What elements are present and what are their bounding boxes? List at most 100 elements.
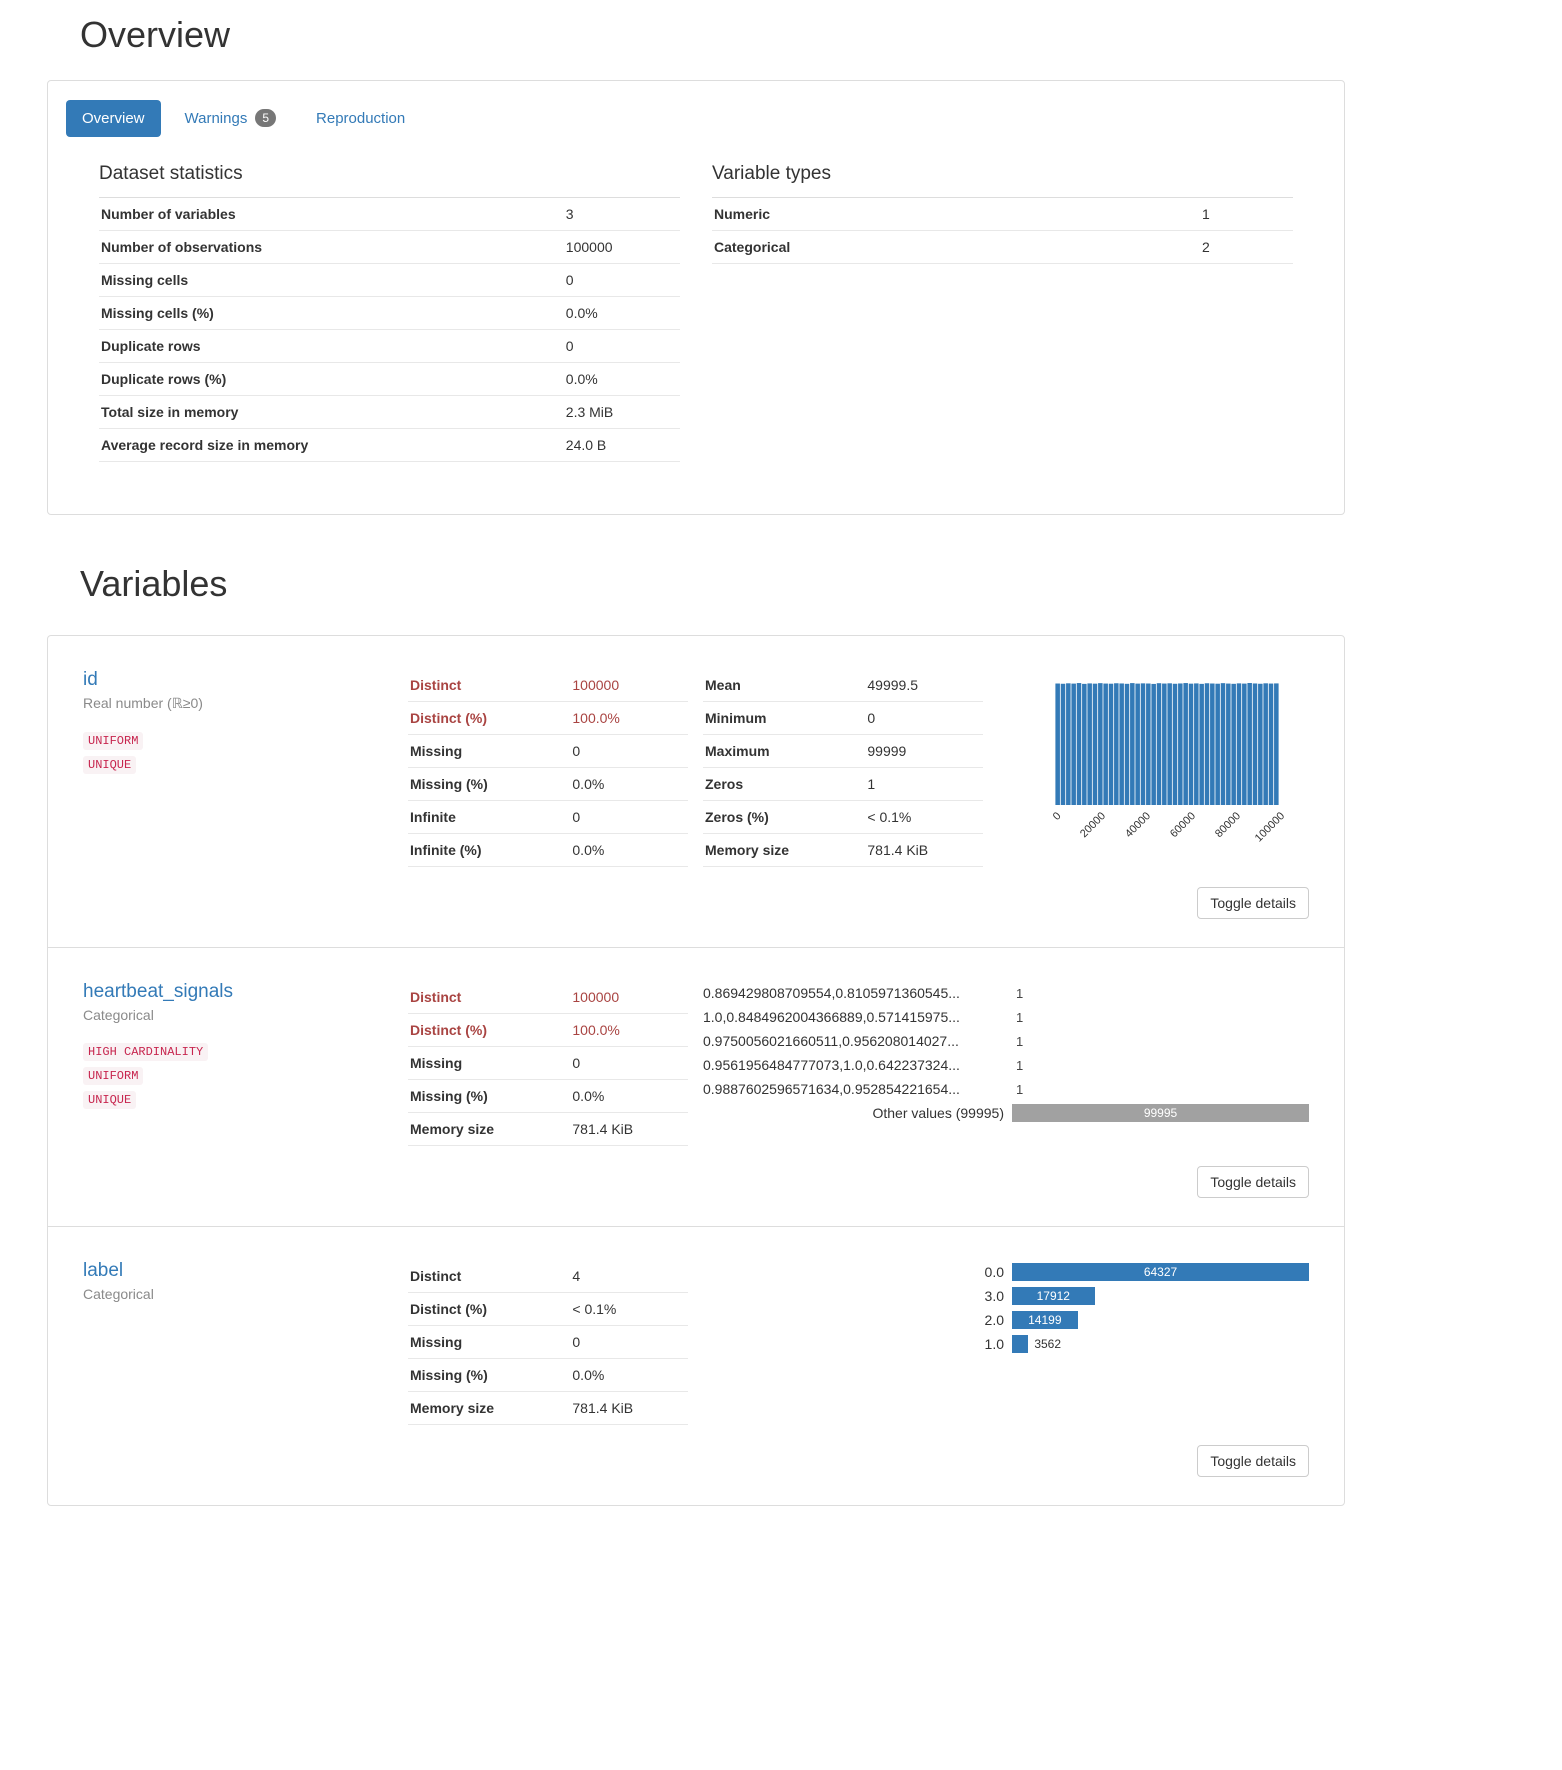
variable-type-label: Categorical <box>83 1286 154 1302</box>
category-row: 1.0 3562 <box>703 1332 1309 1356</box>
stat-value: 2 <box>1200 230 1293 264</box>
table-row: Duplicate rows 0 <box>99 329 680 363</box>
variable-stats-table-right: Mean 49999.5 Minimum 0 Maximum 99999 Zeros 1… <box>703 669 1008 867</box>
frequency-row-other-values: Other values (99995) 99995 <box>703 1101 1309 1125</box>
category-frequency-plot: 0.0 64327 3.0 17912 <box>703 1260 1309 1425</box>
stat-value: 0 <box>570 734 688 768</box>
stat-value: 3 <box>563 198 680 231</box>
x-axis-tick-label: 80000 <box>1212 810 1243 841</box>
table-row: Infinite (%) 0.0% <box>408 833 688 867</box>
stat-label: Distinct <box>408 1260 571 1293</box>
stat-label: Infinite <box>408 800 571 834</box>
frequency-value: 0.9887602596571634,0.952854221654... <box>703 1081 960 1097</box>
badge-uniform: UNIFORM <box>83 732 144 750</box>
table-row: Distinct (%) 100.0% <box>408 1013 688 1047</box>
table-row: Number of observations 100000 <box>99 230 680 264</box>
stat-value: 1 <box>1200 198 1293 231</box>
frequency-table: 0.869429808709554,0.8105971360545... 1 1… <box>703 981 1309 1146</box>
stat-value: 2.3 MiB <box>563 395 680 429</box>
stat-value: 99999 <box>865 734 983 768</box>
stat-value: 0.0% <box>570 1079 688 1113</box>
table-row: Missing (%) 0.0% <box>408 1079 688 1113</box>
variable-stats-table-left: Distinct 4 Distinct (%) < 0.1% Missing 0 Mi… <box>408 1260 698 1425</box>
category-bar: 14199 <box>1012 1311 1078 1329</box>
stat-label: Mean <box>703 669 866 702</box>
category-bar: 17912 <box>1012 1287 1095 1305</box>
stat-value: 0 <box>563 263 680 297</box>
stat-label: Missing (%) <box>408 1079 571 1113</box>
badge-uniform: UNIFORM <box>83 1067 144 1085</box>
stat-value: 100000 <box>570 669 688 702</box>
tab-warnings[interactable]: Warnings 5 <box>169 99 293 137</box>
tab-reproduction-label: Reproduction <box>316 109 406 127</box>
variables-section-title: Variables <box>80 563 228 604</box>
tab-overview[interactable]: Overview <box>66 99 161 137</box>
badge-unique: UNIQUE <box>83 1091 137 1109</box>
variable-card-heartbeat-signals: heartbeat_signals Categorical HIGH CARDI… <box>48 948 1344 1227</box>
table-row: Distinct (%) < 0.1% <box>408 1292 688 1326</box>
x-axis-tick-label: 100000 <box>1253 810 1288 845</box>
table-row: Total size in memory 2.3 MiB <box>99 395 680 429</box>
variable-badges: HIGH CARDINALITY UNIFORM UNIQUE <box>83 1043 388 1109</box>
table-row: Missing 0 <box>408 1046 688 1080</box>
variable-chart-column: 0 20000 40000 60000 80000 100000 <box>1013 669 1309 867</box>
stat-label: Number of observations <box>99 230 564 264</box>
category-bar-area: 14199 <box>1012 1311 1309 1329</box>
frequency-row: 0.9750056021660511,0.956208014027... 1 <box>703 1029 1309 1053</box>
stat-value: 0.0% <box>570 767 688 801</box>
table-row: Missing cells 0 <box>99 263 680 297</box>
variables-panel: id Real number (ℝ≥0) UNIFORM UNIQUE Dist… <box>47 635 1345 1506</box>
stat-label: Average record size in memory <box>99 428 564 462</box>
stat-label: Distinct <box>408 669 571 702</box>
x-axis-tick-label: 60000 <box>1167 810 1198 841</box>
category-row: 3.0 17912 <box>703 1284 1309 1308</box>
stat-value: 24.0 B <box>563 428 680 462</box>
stat-value: 0 <box>570 1046 688 1080</box>
stat-label: Distinct (%) <box>408 701 571 735</box>
frequency-bar-area: 1 <box>1012 1032 1309 1050</box>
frequency-row: 0.869429808709554,0.8105971360545... 1 <box>703 981 1309 1005</box>
table-row: Missing (%) 0.0% <box>408 767 688 801</box>
stat-label: Total size in memory <box>99 395 564 429</box>
stat-label: Distinct (%) <box>408 1292 571 1326</box>
category-count: 17912 <box>1036 1289 1070 1303</box>
stat-value: 100.0% <box>570 701 688 735</box>
variable-card-id: id Real number (ℝ≥0) UNIFORM UNIQUE Dist… <box>48 636 1344 948</box>
category-count: 64327 <box>1143 1265 1178 1279</box>
frequency-count: 1 <box>1016 985 1024 1001</box>
toggle-details-button-id[interactable]: Toggle details <box>1197 887 1309 919</box>
category-row: 0.0 64327 <box>703 1260 1309 1284</box>
variable-types-title: Variable types <box>712 163 1293 198</box>
x-axis-tick-label: 40000 <box>1122 810 1154 841</box>
frequency-count: 1 <box>1016 1081 1024 1097</box>
stat-label: Zeros (%) <box>703 800 866 834</box>
tab-reproduction[interactable]: Reproduction <box>300 100 421 137</box>
frequency-row: 0.9887602596571634,0.952854221654... 1 <box>703 1077 1309 1101</box>
toggle-details-button-label[interactable]: Toggle details <box>1197 1445 1309 1477</box>
stat-value: 49999.5 <box>865 669 983 702</box>
table-row: Distinct 4 <box>408 1260 688 1293</box>
stat-label: Missing <box>408 1325 571 1359</box>
stat-label: Maximum <box>703 734 866 768</box>
variable-badges: UNIFORM UNIQUE <box>83 732 388 774</box>
stat-label: Memory size <box>703 833 866 867</box>
warnings-count-badge: 5 <box>255 109 277 127</box>
stat-label: Numeric <box>712 198 1201 231</box>
variable-name-link-label[interactable]: label <box>83 1260 124 1281</box>
overview-content: Dataset statistics Number of variables 3 … <box>66 163 1326 462</box>
stat-value: 0.0% <box>570 833 688 867</box>
frequency-count: 1 <box>1016 1009 1024 1025</box>
category-bar: 64327 <box>1012 1263 1309 1281</box>
variable-name-link-heartbeat-signals[interactable]: heartbeat_signals <box>83 981 233 1002</box>
page-title: Overview <box>80 14 231 55</box>
category-count: 14199 <box>1028 1313 1062 1327</box>
table-row: Infinite 0 <box>408 800 688 834</box>
other-values-label: Other values (99995) <box>872 1105 1004 1121</box>
variable-name-link-id[interactable]: id <box>83 669 98 690</box>
stat-value: 100000 <box>563 230 680 264</box>
frequency-value: 0.9561956484777073,1.0,0.642237324... <box>703 1057 960 1073</box>
table-row: Zeros 1 <box>703 767 983 801</box>
stat-label: Infinite (%) <box>408 833 571 867</box>
frequency-bar-area: 1 <box>1012 1080 1309 1098</box>
toggle-details-button-heartbeat-signals[interactable]: Toggle details <box>1197 1166 1309 1198</box>
